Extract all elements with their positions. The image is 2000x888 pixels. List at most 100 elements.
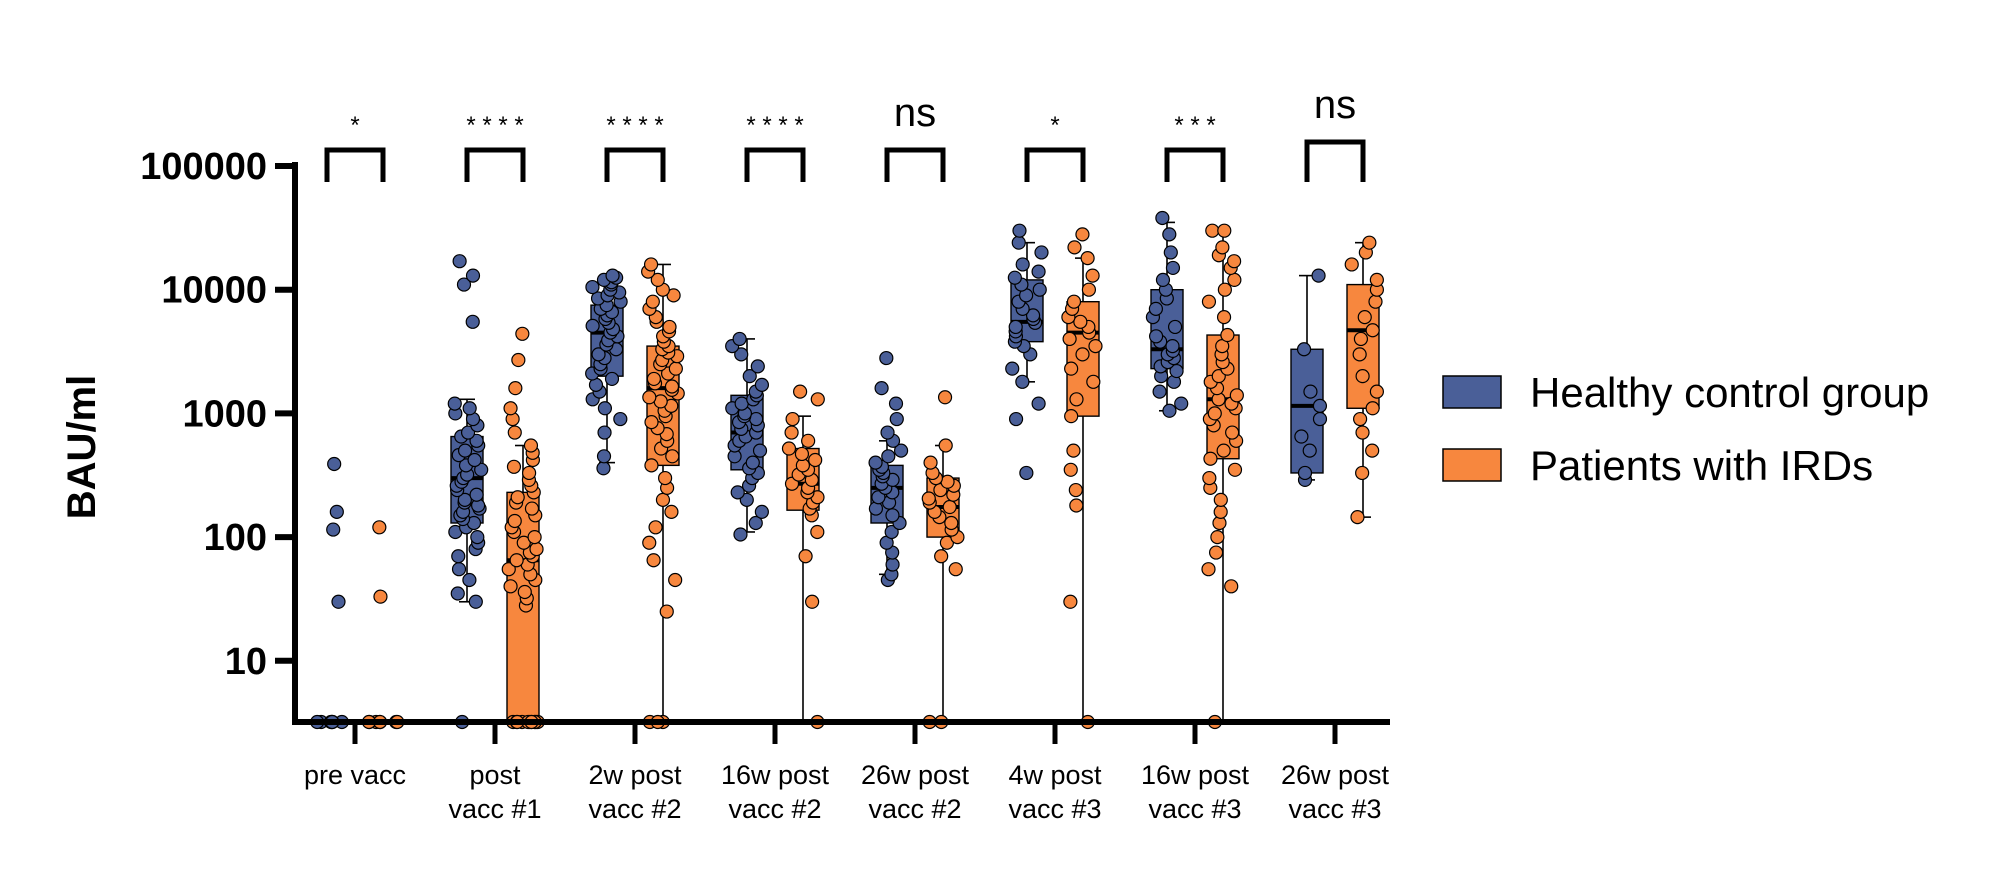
x-tick-label-line: post xyxy=(469,760,521,790)
y-tick-label-4: 100000 xyxy=(140,146,267,188)
point-control-5-20 xyxy=(1031,264,1046,279)
point-patients-6-2 xyxy=(1201,562,1216,577)
point-patients-6-3 xyxy=(1208,545,1224,560)
point-control-1-39 xyxy=(465,314,480,329)
x-tick-label-5: 4w post vacc #3 xyxy=(1008,760,1102,824)
point-control-5-13 xyxy=(1025,308,1041,323)
point-control-3-11 xyxy=(752,443,768,458)
axis-labels: BAU/ml 10 100 1000 10000 100000 pre vacc post v… xyxy=(60,146,1390,824)
point-patients-2-12 xyxy=(644,458,659,473)
point-control-0-9 xyxy=(329,504,344,519)
x-tick-label-6: 16w post vacc #3 xyxy=(1141,760,1250,824)
point-control-7-5 xyxy=(1312,398,1328,413)
bracket-line xyxy=(884,147,946,182)
point-patients-3-15 xyxy=(808,452,823,468)
point-patients-2-30 xyxy=(668,361,683,376)
point-control-4-19 xyxy=(868,455,883,470)
point-patients-1-37 xyxy=(506,459,522,474)
point-patients-4-21 xyxy=(937,390,953,405)
point-patients-2-18 xyxy=(644,415,659,430)
axes xyxy=(275,162,1390,744)
y-tick-label-3: 10000 xyxy=(161,270,267,312)
point-control-1-38 xyxy=(447,396,462,411)
point-patients-1-15 xyxy=(503,579,518,594)
point-patients-5-7 xyxy=(1069,392,1084,407)
point-control-2-37 xyxy=(605,268,620,283)
point-patients-2-7 xyxy=(648,520,663,535)
x-tick-label-line: 26w post xyxy=(1281,760,1390,790)
point-patients-5-10 xyxy=(1075,347,1090,362)
bracket-line xyxy=(1024,147,1086,182)
point-control-3-28 xyxy=(742,369,757,384)
significance-bracket-3: * * * * xyxy=(744,112,806,182)
point-control-4-24 xyxy=(889,411,904,427)
x-tick-label-line: pre vacc xyxy=(304,760,406,790)
point-patients-5-5 xyxy=(1066,443,1081,458)
point-patients-0-8 xyxy=(372,520,387,535)
point-control-5-2 xyxy=(1031,396,1046,411)
point-patients-7-15 xyxy=(1344,257,1359,272)
bracket-line xyxy=(1164,147,1226,182)
x-tick-label-3: 16w post vacc #2 xyxy=(721,760,830,824)
point-patients-2-9 xyxy=(655,492,671,507)
point-control-7-8 xyxy=(1311,268,1326,283)
point-control-1-5 xyxy=(451,549,466,564)
point-patients-6-39 xyxy=(1217,223,1232,238)
point-patients-7-14 xyxy=(1369,272,1384,288)
significance-label: * * * * xyxy=(466,112,523,139)
legend-label: Patients with IRDs xyxy=(1530,442,1873,489)
point-control-5-17 xyxy=(1032,282,1047,297)
point-patients-5-8 xyxy=(1086,374,1101,389)
point-patients-7-6 xyxy=(1369,384,1384,399)
y-tick-label-0: 10 xyxy=(225,641,267,683)
point-control-1-27 xyxy=(467,452,482,468)
x-tick-label-7: 26w post vacc #3 xyxy=(1281,760,1390,824)
point-control-5-21 xyxy=(1015,257,1030,272)
point-patients-3-19 xyxy=(784,425,799,440)
point-control-1-1 xyxy=(468,594,483,609)
point-patients-6-11 xyxy=(1203,451,1218,466)
point-patients-5-15 xyxy=(1073,314,1088,329)
significance-bracket-7: ns xyxy=(1304,83,1366,182)
point-control-1-2 xyxy=(450,586,465,601)
point-patients-4-3 xyxy=(934,549,949,564)
bracket-line xyxy=(604,147,666,182)
point-patients-1-43 xyxy=(503,401,518,416)
point-patients-7-4 xyxy=(1353,411,1368,427)
point-control-7-4 xyxy=(1312,411,1328,427)
x-tick-label-line: vacc #2 xyxy=(728,794,821,824)
point-patients-5-20 xyxy=(1085,268,1100,283)
point-control-4-21 xyxy=(893,443,909,458)
point-control-5-3 xyxy=(1015,374,1030,389)
legend-item-0: Healthy control group xyxy=(1442,369,1929,416)
point-patients-1-23 xyxy=(529,541,544,557)
point-patients-5-9 xyxy=(1064,361,1079,376)
x-tick-label-line: vacc #2 xyxy=(588,794,681,824)
point-patients-1-24 xyxy=(516,535,531,550)
point-patients-2-8 xyxy=(664,504,679,519)
x-tick-label-2: 2w post vacc #2 xyxy=(588,760,682,824)
point-patients-6-37 xyxy=(1215,240,1230,255)
point-control-1-4 xyxy=(451,562,467,577)
point-patients-6-17 xyxy=(1207,406,1222,421)
significance-bracket-2: * * * * xyxy=(604,112,666,182)
significance-bracket-5: * xyxy=(1024,112,1086,182)
point-patients-2-23 xyxy=(642,390,657,405)
point-patients-6-14 xyxy=(1225,425,1240,440)
point-patients-5-12 xyxy=(1062,331,1077,347)
point-patients-5-1 xyxy=(1063,594,1078,609)
bracket-line xyxy=(324,147,386,182)
point-control-3-32 xyxy=(732,331,747,347)
point-patients-7-7 xyxy=(1355,369,1370,384)
x-tick-label-line: vacc #1 xyxy=(448,794,541,824)
point-patients-3-21 xyxy=(810,392,825,407)
point-patients-1-45 xyxy=(511,352,526,368)
point-control-6-0 xyxy=(1162,403,1177,418)
point-control-2-20 xyxy=(585,318,600,333)
y-tick-label-2: 1000 xyxy=(182,393,267,435)
point-patients-2-28 xyxy=(646,371,662,387)
significance-bracket-4: ns xyxy=(884,91,946,182)
point-control-3-30 xyxy=(734,347,749,362)
point-patients-7-2 xyxy=(1365,443,1380,458)
point-control-4-10 xyxy=(871,490,886,505)
